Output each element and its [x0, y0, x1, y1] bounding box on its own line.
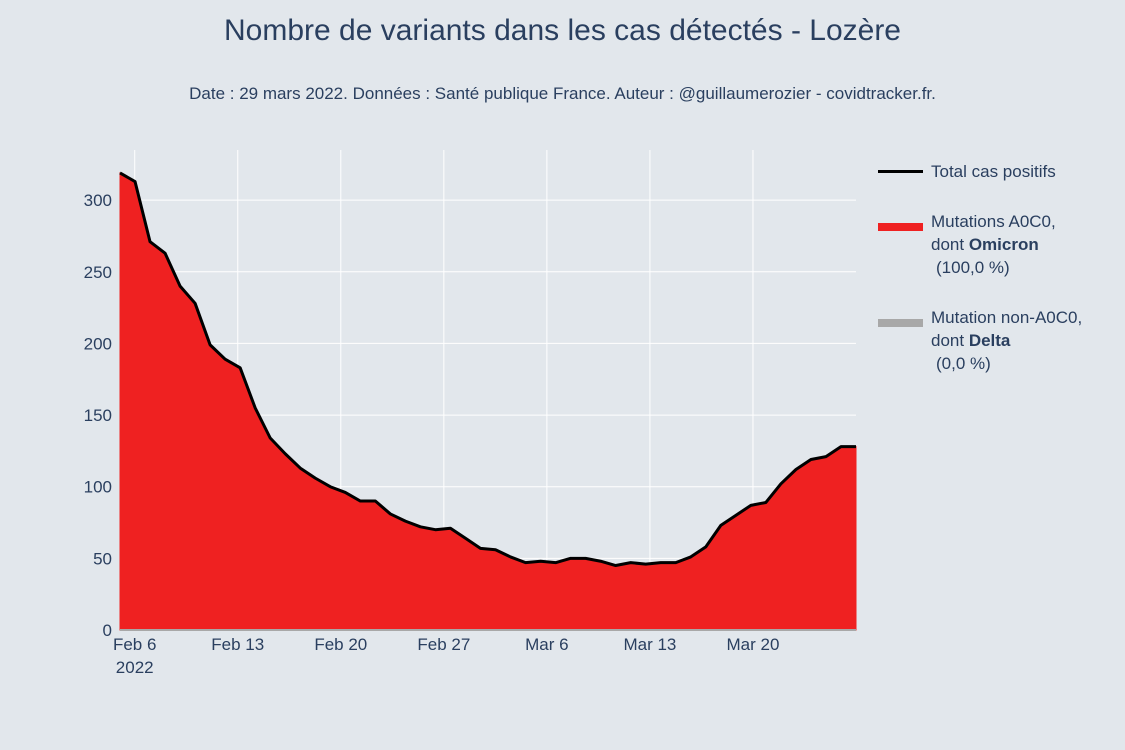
legend-label-delta-line1: Mutation non-A0C0,	[931, 308, 1083, 327]
legend-label-delta-detail: (0,0 %)	[936, 354, 991, 373]
legend-label-omicron-prefix: dont	[931, 235, 969, 254]
legend-swatch-omicron	[878, 223, 923, 231]
legend-swatch-total	[878, 170, 923, 173]
legend-item-omicron[interactable]: Mutations A0C0, dont Omicron (100,0 %)	[878, 210, 1118, 279]
x-tick-label: Feb 6	[113, 635, 156, 654]
x-tick-label: Feb 27	[417, 635, 470, 654]
legend-label-delta-bold: Delta	[968, 331, 1011, 350]
x-tick-label: Feb 20	[314, 635, 367, 654]
legend-label-omicron-line1: Mutations A0C0,	[931, 212, 1056, 231]
legend: Total cas positifs Mutations A0C0, dont …	[878, 160, 1118, 402]
legend-item-delta[interactable]: Mutation non-A0C0, dont Delta (0,0 %)	[878, 306, 1118, 375]
x-tick-label: Mar 13	[623, 635, 676, 654]
x-tick-label: Mar 6	[525, 635, 568, 654]
y-tick-label: 200	[84, 334, 112, 353]
legend-label-total: Total cas positifs	[931, 162, 1056, 181]
x-tick-sublabel: 2022	[116, 658, 154, 677]
y-tick-label: 100	[84, 478, 112, 497]
legend-item-total[interactable]: Total cas positifs	[878, 160, 1118, 183]
chart-subtitle: Date : 29 mars 2022. Données : Santé pub…	[189, 84, 936, 103]
y-tick-label: 300	[84, 191, 112, 210]
chart-title: Nombre de variants dans les cas détectés…	[223, 14, 901, 47]
y-tick-label: 150	[84, 406, 112, 425]
legend-swatch-delta	[878, 319, 923, 327]
total-cases-line	[119, 171, 856, 568]
legend-label-delta-prefix: dont	[931, 331, 969, 350]
y-tick-label: 0	[103, 621, 112, 640]
legend-label-omicron-bold: Omicron	[968, 235, 1039, 254]
x-tick-label: Mar 20	[726, 635, 779, 654]
y-tick-label: 50	[93, 549, 112, 568]
omicron-area	[119, 172, 857, 631]
legend-label-omicron-detail: (100,0 %)	[936, 258, 1010, 277]
y-tick-label: 250	[84, 263, 112, 282]
x-tick-label: Feb 13	[211, 635, 264, 654]
